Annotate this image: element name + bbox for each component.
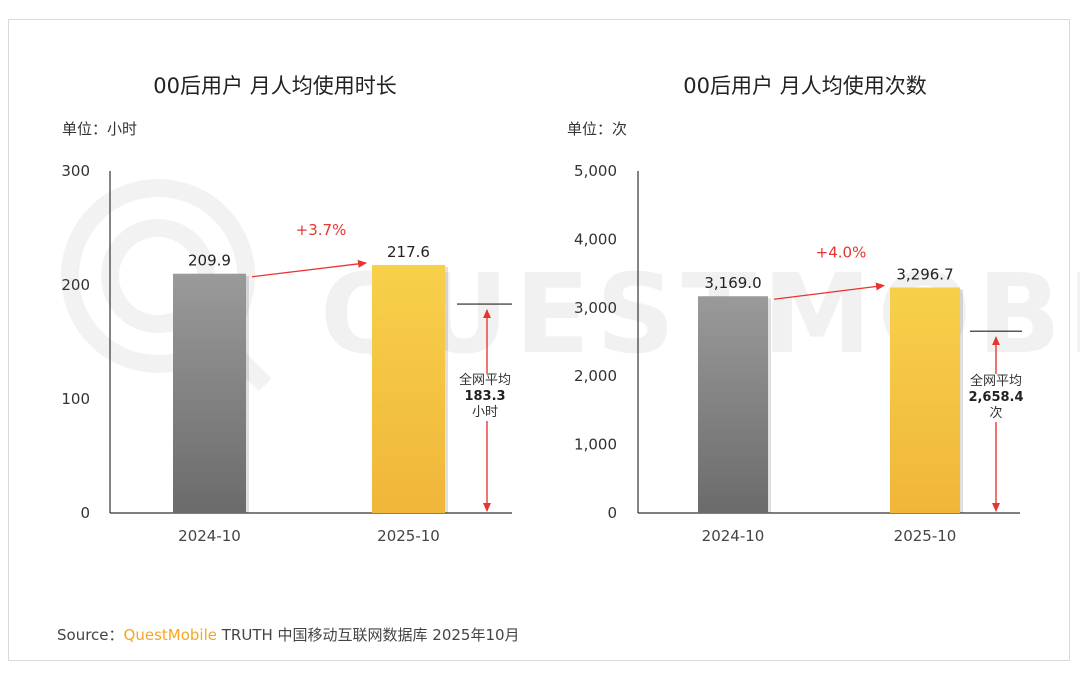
y-tick-label: 3,000 [574, 299, 617, 317]
data-label: 217.6 [387, 243, 430, 261]
chart-title-count: 00后用户 月人均使用次数 [683, 74, 927, 98]
average-label: 全网平均 [458, 373, 511, 388]
y-tick-label: 5,000 [574, 162, 617, 180]
source-suffix: TRUTH 中国移动互联网数据库 2025年10月 [216, 626, 520, 644]
source-prefix: Source： [57, 626, 124, 644]
y-tick-label: 0 [80, 504, 90, 522]
chart-title-duration: 00后用户 月人均使用时长 [153, 74, 397, 98]
data-label: 3,169.0 [704, 274, 761, 292]
source-brand: QuestMobile [123, 626, 217, 644]
y-tick-label: 300 [61, 162, 90, 180]
growth-arrow [773, 282, 885, 300]
average-callout-duration: 全网平均 183.3 小时 [452, 373, 518, 421]
bar [372, 264, 445, 513]
average-callout-count: 全网平均 2,658.4 次 [963, 374, 1029, 422]
y-tick-label: 2,000 [574, 367, 617, 385]
x-tick-label: 2025-10 [894, 527, 957, 545]
x-tick-label: 2025-10 [377, 527, 440, 545]
average-value: 2,658.4 [968, 390, 1024, 405]
y-tick-label: 4,000 [574, 230, 617, 248]
average-label: 全网平均 [969, 374, 1022, 389]
growth-arrow [251, 259, 367, 278]
y-tick-label: 100 [61, 390, 90, 408]
average-unit: 次 [989, 406, 1003, 421]
y-tick-label: 1,000 [574, 436, 617, 454]
data-label: 3,296.7 [896, 266, 953, 284]
unit-label-duration: 单位：小时 [62, 120, 138, 138]
y-tick-label: 0 [607, 504, 617, 522]
bar [173, 273, 246, 513]
x-tick-label: 2024-10 [178, 527, 241, 545]
y-tick-label: 200 [61, 276, 90, 294]
growth-label: +4.0% [816, 244, 867, 262]
bar [698, 296, 768, 513]
source-footer: Source：QuestMobile TRUTH 中国移动互联网数据库 2025… [57, 624, 520, 645]
bar [890, 287, 960, 513]
growth-label: +3.7% [296, 221, 347, 239]
data-label: 209.9 [188, 252, 231, 270]
average-value: 183.3 [464, 389, 506, 404]
average-unit: 小时 [471, 405, 498, 420]
x-tick-label: 2024-10 [702, 527, 765, 545]
unit-label-count: 单位：次 [567, 120, 628, 138]
